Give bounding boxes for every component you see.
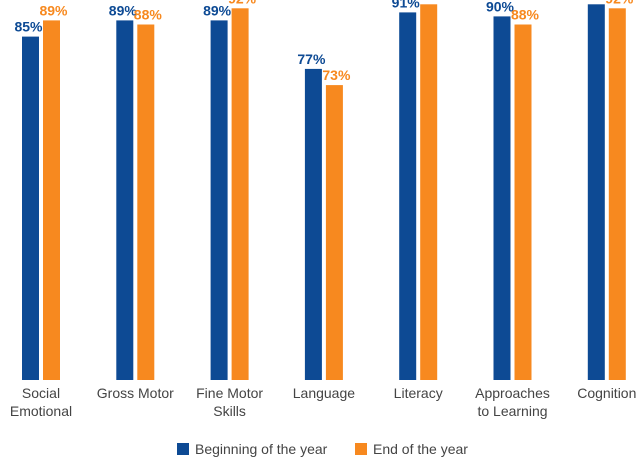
category-label-line: Approaches xyxy=(475,385,550,401)
bars-layer xyxy=(22,4,626,381)
value-label-beginning-0: 85% xyxy=(14,19,43,35)
bar-beginning-1 xyxy=(116,20,134,381)
category-label-1: Gross Motor xyxy=(97,385,174,401)
value-label-end-1: 88% xyxy=(134,7,163,23)
value-label-beginning-5: 90% xyxy=(486,0,515,14)
bar-beginning-2 xyxy=(210,20,228,381)
category-label-6: Cognition xyxy=(577,385,636,401)
value-label-end-6: 92% xyxy=(605,0,634,6)
category-label-line: Skills xyxy=(213,403,246,419)
legend-swatch-end xyxy=(355,443,367,455)
bar-end-5 xyxy=(514,24,532,380)
category-label-line: to Learning xyxy=(477,403,547,419)
legend-label-end: End of the year xyxy=(373,441,468,457)
value-label-end-2: 92% xyxy=(228,0,257,6)
bar-end-4 xyxy=(420,4,438,381)
bar-end-3 xyxy=(325,85,343,380)
category-label-line: Language xyxy=(293,385,356,401)
category-label-line: Emotional xyxy=(10,403,72,419)
bar-end-6 xyxy=(608,8,626,381)
category-label-line: Cognition xyxy=(577,385,636,401)
bar-beginning-0 xyxy=(22,36,39,380)
category-label-5: Approaches to Learning xyxy=(475,385,550,419)
bar-beginning-5 xyxy=(493,16,511,381)
category-label-2: Fine Motor Skills xyxy=(196,385,263,419)
legend: Beginning of the year End of the year xyxy=(177,441,468,457)
value-label-end-3: 73% xyxy=(322,67,351,83)
category-labels-layer: Social Emotional Gross Motor Fine Motor Skil… xyxy=(10,385,636,419)
value-label-beginning-1: 89% xyxy=(109,2,138,18)
bar-beginning-6 xyxy=(587,4,605,381)
bar-end-0 xyxy=(43,20,60,381)
category-label-0: Social Emotional xyxy=(10,385,72,419)
value-label-beginning-4: 91% xyxy=(392,0,421,10)
legend-swatch-beginning xyxy=(177,443,189,455)
value-label-end-0: 89% xyxy=(39,2,68,18)
value-labels-layer: 85%89%89%88%89%92%77%73%91%93%90%88%93%9… xyxy=(14,0,633,83)
value-label-beginning-6: 93% xyxy=(580,0,609,2)
value-label-beginning-2: 89% xyxy=(203,2,232,18)
category-label-line: Social xyxy=(22,385,60,401)
legend-label-beginning: Beginning of the year xyxy=(195,441,328,457)
category-label-4: Literacy xyxy=(394,385,443,401)
category-label-line: Gross Motor xyxy=(97,385,174,401)
bar-end-1 xyxy=(137,24,155,380)
category-label-line: Fine Motor xyxy=(196,385,263,401)
bar-beginning-4 xyxy=(399,12,417,381)
bar-beginning-3 xyxy=(304,68,322,381)
value-label-end-5: 88% xyxy=(511,7,540,23)
value-label-beginning-3: 77% xyxy=(297,51,326,67)
bar-end-2 xyxy=(231,8,249,381)
value-label-end-4: 93% xyxy=(417,0,446,2)
category-label-3: Language xyxy=(293,385,356,401)
category-label-line: Literacy xyxy=(394,385,443,401)
